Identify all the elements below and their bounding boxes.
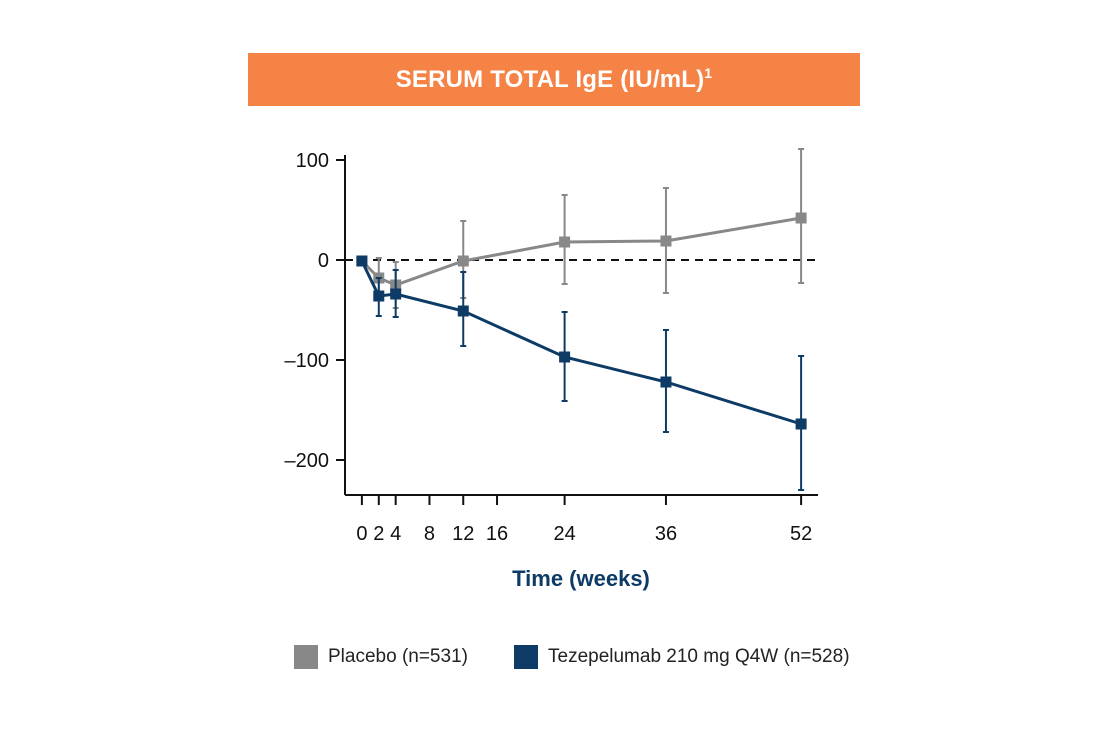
- data-point-tezepelumab: [457, 305, 469, 317]
- title-superscript: 1: [704, 64, 713, 81]
- x-tick-label: 12: [452, 523, 474, 545]
- data-point-tezepelumab: [559, 351, 571, 363]
- legend-swatch-tezepelumab: [514, 645, 538, 669]
- chart-title-bar: SERUM TOTAL IgE (IU/mL)1: [248, 53, 860, 106]
- series-line-placebo: [360, 216, 802, 287]
- y-tick-label: –100: [285, 350, 330, 372]
- x-tick-label: 8: [424, 523, 435, 545]
- legend-item-tezepelumab: Tezepelumab 210 mg Q4W (n=528): [514, 645, 850, 669]
- data-point-placebo: [559, 236, 571, 248]
- legend-swatch-placebo: [294, 645, 318, 669]
- data-point-placebo: [795, 212, 807, 224]
- y-tick-label: 100: [296, 150, 329, 172]
- chart-title: SERUM TOTAL IgE (IU/mL)1: [395, 64, 713, 93]
- legend-label-tezepelumab: Tezepelumab 210 mg Q4W (n=528): [548, 646, 850, 667]
- x-tick-label: 16: [486, 523, 508, 545]
- x-tick-label: 4: [390, 523, 401, 545]
- y-tick-label: 0: [318, 250, 329, 272]
- series-line-tezepelumab: [360, 260, 802, 426]
- data-point-placebo: [457, 255, 469, 267]
- data-point-tezepelumab: [390, 288, 402, 300]
- x-tick-label: 52: [790, 523, 812, 545]
- y-tick-label: –200: [285, 450, 330, 472]
- legend-item-placebo: Placebo (n=531): [294, 645, 468, 669]
- series-placebo: [356, 148, 807, 309]
- x-axis-label: Time (weeks): [512, 566, 650, 591]
- x-tick-label: 36: [655, 523, 677, 545]
- x-tick-label: 2: [373, 523, 384, 545]
- x-tick-label: 24: [553, 523, 575, 545]
- data-point-tezepelumab: [660, 376, 672, 388]
- series-tezepelumab: [356, 255, 807, 491]
- data-point-tezepelumab: [795, 418, 807, 430]
- data-point-placebo: [660, 235, 672, 247]
- data-point-tezepelumab: [373, 290, 385, 302]
- data-point-tezepelumab: [356, 255, 368, 267]
- legend-label-placebo: Placebo (n=531): [328, 646, 468, 667]
- x-tick-label: 0: [356, 523, 367, 545]
